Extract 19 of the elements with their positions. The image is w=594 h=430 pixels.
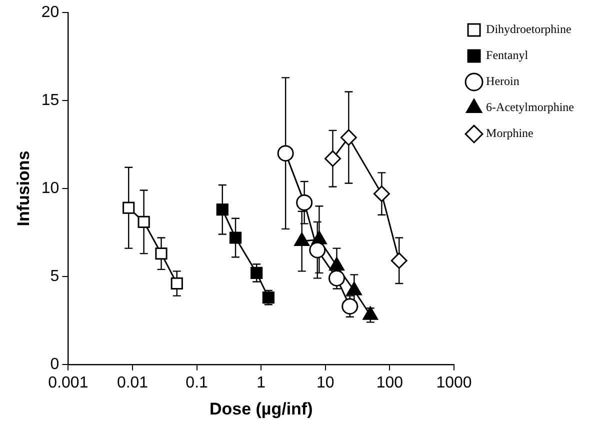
x-tick-label: 100 [376, 374, 404, 392]
x-tick-label: 10 [316, 374, 334, 392]
legend-label: Fentanyl [486, 48, 529, 62]
legend-label: Morphine [486, 126, 534, 140]
y-tick-label: 5 [50, 268, 60, 285]
y-tick-label: 10 [41, 180, 60, 197]
legend-label: 6-Acetylmorphine [486, 100, 574, 114]
y-tick-label: 20 [41, 4, 60, 22]
x-axis-title: Dose (µg/inf) [209, 399, 313, 418]
y-axis-title: Infusions [14, 150, 33, 226]
y-tick-label: 0 [50, 356, 60, 373]
legend-label: Heroin [486, 74, 520, 88]
x-tick-label: 0.1 [186, 374, 208, 392]
y-tick-label: 15 [41, 92, 60, 109]
x-tick-label: 1000 [436, 374, 472, 392]
x-tick-label: 0.01 [116, 374, 148, 392]
x-tick-label: 0.001 [48, 374, 88, 392]
x-tick-label: 1 [256, 374, 266, 392]
legend-label: Dihydroetorphine [486, 22, 572, 36]
